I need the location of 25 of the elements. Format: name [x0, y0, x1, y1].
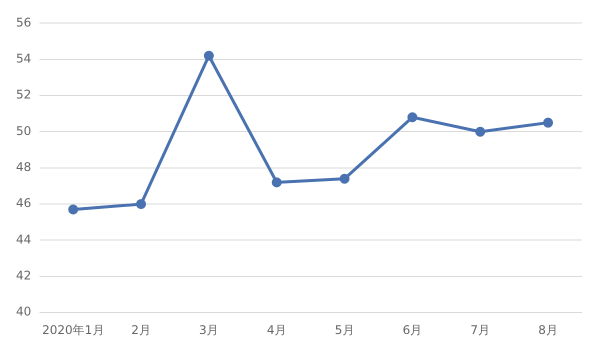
y-tick-label: 52: [16, 88, 32, 102]
y-tick-label: 48: [16, 160, 32, 174]
x-tick-label: 8月: [538, 322, 558, 337]
y-tick-label: 56: [16, 15, 32, 30]
x-tick-label: 3月: [199, 322, 219, 337]
x-tick-label: 2020年1月: [42, 322, 104, 337]
x-tick-label: 7月: [470, 322, 490, 337]
point: [204, 50, 214, 61]
point: [136, 199, 146, 210]
y-tick-label: 40: [16, 304, 32, 319]
x-tick-label: 4月: [266, 322, 287, 337]
y-tick-label: 46: [16, 196, 32, 210]
x-tick-label: 5月: [334, 322, 354, 337]
x-tick-label: 2月: [131, 322, 151, 337]
y-tick-label: 44: [16, 232, 32, 246]
y-tick-label: 42: [16, 268, 32, 283]
point: [543, 118, 554, 128]
point: [475, 126, 486, 137]
point: [407, 112, 418, 122]
y-tick-label: 50: [16, 124, 32, 138]
x-tick-label: 6月: [402, 322, 422, 337]
point: [68, 204, 78, 214]
point: [272, 177, 282, 188]
point: [340, 174, 350, 184]
y-tick-label: 54: [16, 52, 32, 66]
